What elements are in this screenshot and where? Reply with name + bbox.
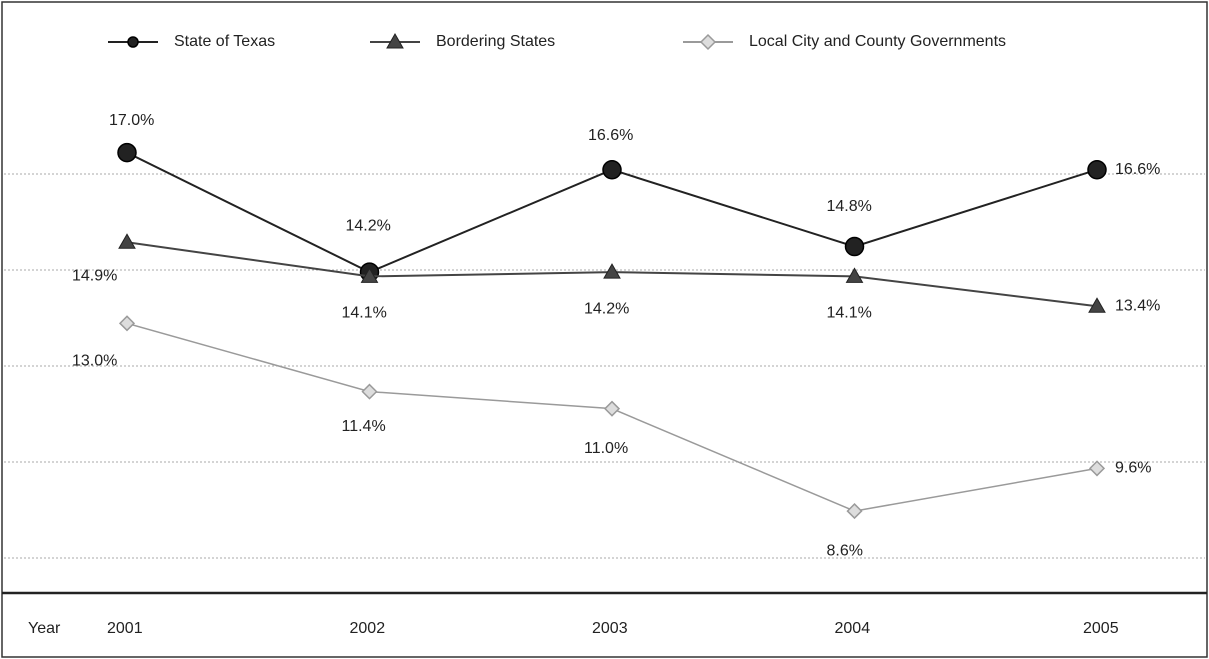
marker xyxy=(1087,159,1107,180)
data-label: 11.4% xyxy=(342,418,386,435)
data-label: 17.0% xyxy=(109,112,154,129)
x-tick-label: 2004 xyxy=(835,620,871,637)
marker xyxy=(117,142,137,163)
marker xyxy=(845,267,864,283)
data-label: 16.6% xyxy=(1115,161,1160,178)
marker xyxy=(603,263,621,279)
legend-marker xyxy=(127,36,139,48)
marker xyxy=(602,159,622,180)
data-label: 13.4% xyxy=(1115,297,1160,314)
legend-label: Local City and County Governments xyxy=(749,33,1006,50)
marker xyxy=(361,383,378,400)
data-label: 14.1% xyxy=(342,305,387,322)
marker xyxy=(603,400,621,417)
data-label: 14.8% xyxy=(827,198,872,215)
x-tick-label: 2005 xyxy=(1083,620,1119,637)
data-label: 14.9% xyxy=(72,267,117,284)
x-tick-label: 2002 xyxy=(350,620,386,637)
x-tick-label: 2001 xyxy=(107,620,143,637)
marker xyxy=(1088,297,1106,313)
data-label: 14.2% xyxy=(346,217,391,234)
legend-label: Bordering States xyxy=(436,33,555,50)
marker xyxy=(118,315,136,332)
legend-marker xyxy=(386,32,404,49)
data-label: 16.6% xyxy=(588,127,633,144)
marker xyxy=(118,233,136,249)
series-line xyxy=(126,322,1098,512)
data-label: 9.6% xyxy=(1115,460,1151,477)
marker xyxy=(846,503,863,520)
marker xyxy=(360,267,379,283)
legend-marker xyxy=(699,33,717,51)
data-label: 14.1% xyxy=(827,305,872,322)
x-axis-label: Year xyxy=(28,620,61,637)
data-label: 11.0% xyxy=(584,440,628,457)
data-label: 14.2% xyxy=(584,300,629,317)
x-tick-label: 2003 xyxy=(592,620,628,637)
legend-label: State of Texas xyxy=(174,33,275,50)
marker xyxy=(844,236,865,257)
marker xyxy=(1088,460,1106,477)
data-label: 13.0% xyxy=(72,353,117,370)
data-label: 8.6% xyxy=(827,542,863,559)
